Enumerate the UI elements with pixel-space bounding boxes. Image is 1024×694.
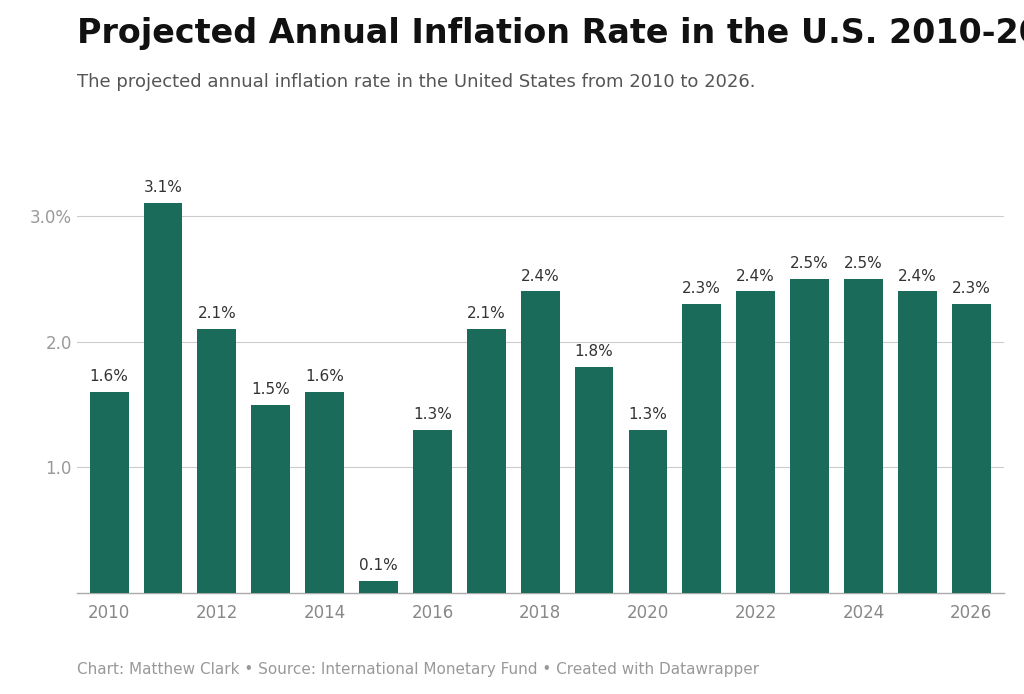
- Text: The projected annual inflation rate in the United States from 2010 to 2026.: The projected annual inflation rate in t…: [77, 73, 756, 91]
- Bar: [682, 304, 721, 593]
- Bar: [90, 392, 129, 593]
- Text: 1.8%: 1.8%: [574, 344, 613, 359]
- Text: 2.1%: 2.1%: [198, 307, 237, 321]
- Text: 0.1%: 0.1%: [359, 558, 398, 573]
- Text: Projected Annual Inflation Rate in the U.S. 2010-2026: Projected Annual Inflation Rate in the U…: [77, 17, 1024, 51]
- Text: 1.3%: 1.3%: [629, 407, 668, 422]
- Bar: [951, 304, 990, 593]
- Bar: [898, 291, 937, 593]
- Bar: [143, 203, 182, 593]
- Bar: [629, 430, 668, 593]
- Text: 2.3%: 2.3%: [951, 281, 990, 296]
- Text: 3.1%: 3.1%: [143, 180, 182, 196]
- Bar: [413, 430, 452, 593]
- Bar: [251, 405, 290, 593]
- Bar: [736, 291, 775, 593]
- Text: 2.1%: 2.1%: [467, 307, 506, 321]
- Text: 1.6%: 1.6%: [90, 369, 129, 384]
- Bar: [305, 392, 344, 593]
- Text: 2.5%: 2.5%: [791, 256, 829, 271]
- Bar: [467, 329, 506, 593]
- Text: 1.3%: 1.3%: [413, 407, 452, 422]
- Bar: [844, 278, 883, 593]
- Bar: [521, 291, 559, 593]
- Text: Chart: Matthew Clark • Source: International Monetary Fund • Created with Datawr: Chart: Matthew Clark • Source: Internati…: [77, 661, 759, 677]
- Text: 2.4%: 2.4%: [898, 269, 937, 284]
- Text: 2.4%: 2.4%: [736, 269, 775, 284]
- Bar: [574, 366, 613, 593]
- Text: 1.5%: 1.5%: [251, 382, 290, 397]
- Bar: [791, 278, 829, 593]
- Text: 1.6%: 1.6%: [305, 369, 344, 384]
- Bar: [198, 329, 237, 593]
- Text: 2.3%: 2.3%: [682, 281, 721, 296]
- Text: 2.4%: 2.4%: [521, 269, 559, 284]
- Text: 2.5%: 2.5%: [844, 256, 883, 271]
- Bar: [359, 581, 398, 593]
